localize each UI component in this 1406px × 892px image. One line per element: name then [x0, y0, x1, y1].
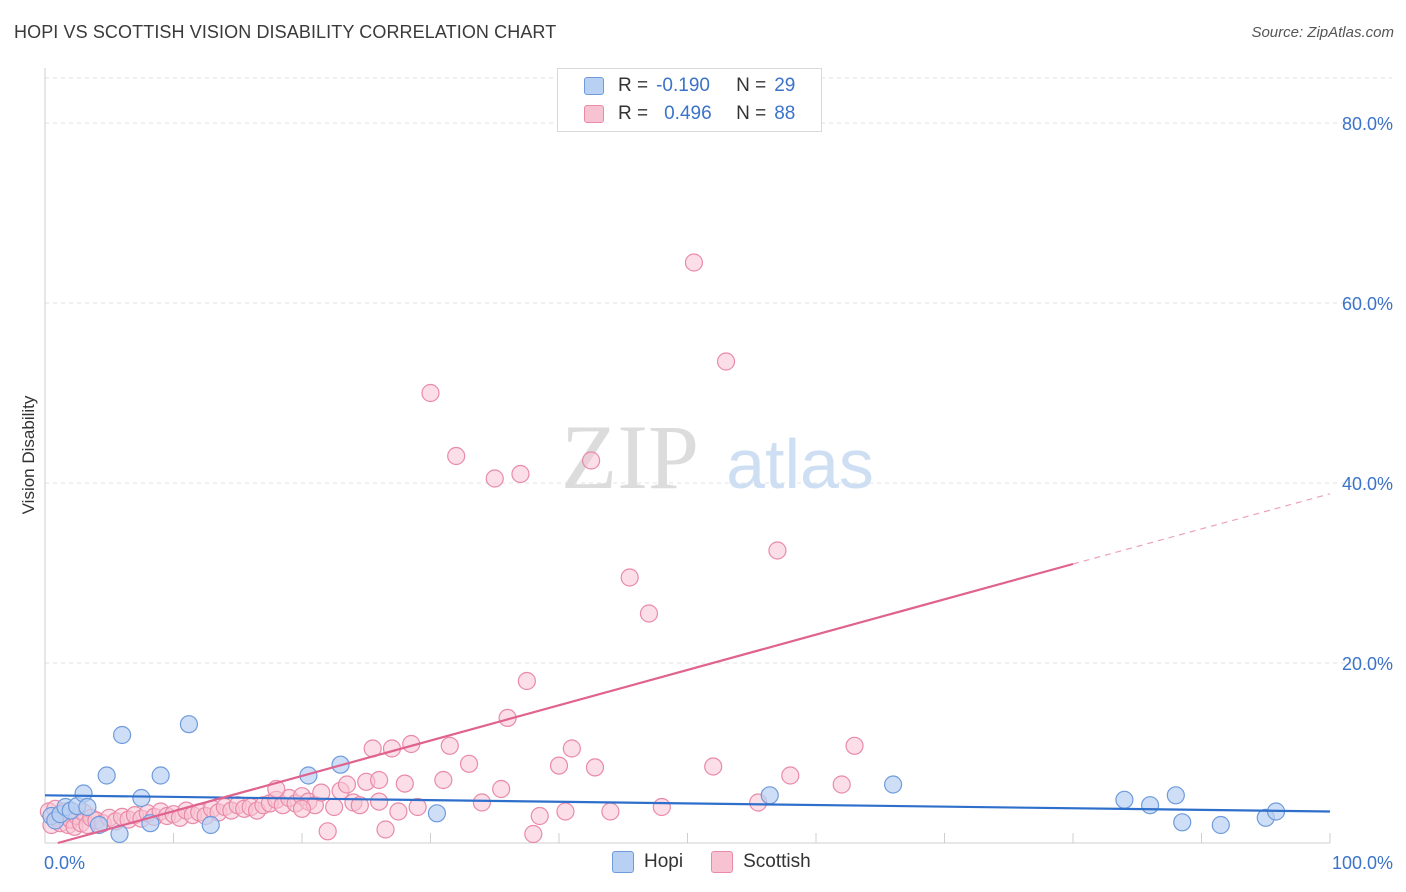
legend-r-value: 0.496 [664, 103, 712, 124]
scottish-point[interactable] [556, 802, 575, 821]
hopi-point[interactable] [427, 804, 447, 823]
hopi-point[interactable] [883, 775, 903, 794]
watermark: ZIP atlas [561, 406, 874, 508]
scottish-swatch [711, 851, 734, 873]
y-tick-label: 80.0% [1342, 114, 1393, 134]
chart-title: HOPI VS SCOTTISH VISION DISABILITY CORRE… [14, 22, 557, 42]
scottish-point[interactable] [585, 758, 605, 777]
legend-r-label: R = [618, 103, 649, 124]
scottish-trend-line [57, 562, 1074, 845]
legend-n-label: N = [736, 103, 767, 124]
axes [44, 68, 1331, 844]
scottish-point[interactable] [582, 451, 601, 470]
scottish-point[interactable] [781, 766, 800, 785]
scottish-point[interactable] [492, 779, 511, 799]
scottish-point[interactable] [845, 736, 864, 755]
scottish-point[interactable] [530, 806, 549, 826]
source-label: Source: ZipAtlas.com [1251, 24, 1394, 41]
scottish-point[interactable] [684, 253, 704, 272]
scottish-point[interactable] [292, 799, 312, 818]
y-tick-label: 40.0% [1342, 474, 1393, 494]
legend-swatch-hopi [584, 77, 604, 95]
scottish-point[interactable] [389, 802, 408, 821]
legend-n-label: N = [736, 75, 767, 96]
hopi-points [42, 715, 1286, 844]
hopi-point[interactable] [179, 715, 199, 734]
hopi-point[interactable] [201, 815, 220, 835]
watermark-zip: ZIP [561, 406, 699, 508]
x-tick-label: 100.0% [1332, 853, 1393, 873]
watermark-atlas: atlas [726, 425, 874, 503]
hopi-point[interactable] [97, 766, 116, 785]
hopi-point[interactable] [1173, 813, 1192, 832]
legend-r-value: -0.190 [656, 75, 710, 96]
scottish-point[interactable] [524, 824, 543, 844]
legend-r-label: R = [618, 75, 649, 96]
legend-swatch-scottish [584, 105, 604, 123]
scottish-point[interactable] [376, 820, 395, 839]
legend-row-scottish: R = 0.496 N = 88 [584, 101, 795, 127]
scottish-point[interactable] [459, 754, 479, 773]
legend-row-hopi: R = -0.190 N = 29 [584, 73, 795, 99]
scottish-point[interactable] [447, 446, 466, 466]
scottish-point[interactable] [421, 383, 440, 403]
hopi-point[interactable] [151, 766, 170, 785]
hopi-trend-line [44, 794, 1331, 813]
trend-lines [44, 493, 1331, 845]
hopi-point[interactable] [112, 725, 132, 745]
hopi-point[interactable] [1211, 815, 1230, 835]
scottish-points [39, 253, 864, 844]
hopi-point[interactable] [132, 788, 151, 808]
scottish-point[interactable] [716, 352, 736, 371]
scottish-point[interactable] [485, 469, 504, 488]
hopi-point[interactable] [89, 815, 109, 835]
legend-n-value: 29 [774, 75, 796, 96]
gridlines [45, 77, 1392, 664]
hopi-point[interactable] [1115, 790, 1134, 809]
scottish-trend-extension [1072, 493, 1331, 565]
series-legend: Hopi Scottish [612, 851, 839, 873]
scottish-point[interactable] [325, 797, 344, 817]
hopi-point[interactable] [1166, 786, 1185, 805]
y-tick-label: 60.0% [1342, 294, 1393, 314]
scottish-point[interactable] [601, 802, 620, 821]
scottish-point[interactable] [408, 797, 427, 817]
scottish-point[interactable] [370, 770, 389, 790]
scottish-point[interactable] [472, 793, 491, 812]
x-tick-label: 0.0% [44, 853, 85, 873]
hopi-legend-label: Hopi [644, 851, 684, 872]
scottish-point[interactable] [350, 796, 369, 815]
scottish-point[interactable] [832, 775, 851, 794]
scottish-point[interactable] [318, 822, 337, 841]
scottish-point[interactable] [549, 756, 569, 775]
scottish-point[interactable] [440, 736, 459, 755]
series-legend-hopi[interactable]: Hopi [612, 851, 683, 873]
scottish-point[interactable] [312, 783, 331, 802]
stats-legend: R = -0.190 N = 29 R = 0.496 N = 88 [557, 68, 822, 132]
scottish-point[interactable] [511, 464, 530, 484]
scottish-point[interactable] [768, 541, 787, 560]
hopi-swatch [612, 851, 634, 873]
y-tick-label: 20.0% [1342, 654, 1393, 674]
scottish-legend-label: Scottish [743, 851, 811, 872]
scottish-point[interactable] [620, 568, 639, 587]
tick-labels: 20.0% 40.0% 60.0% 80.0% 0.0% 100.0% [44, 114, 1393, 873]
scottish-point[interactable] [652, 797, 671, 817]
scottish-point[interactable] [517, 671, 536, 691]
scottish-point[interactable] [704, 757, 723, 776]
scottish-point[interactable] [395, 774, 414, 793]
hopi-point[interactable] [1140, 796, 1160, 815]
hopi-point[interactable] [78, 797, 97, 817]
scottish-point[interactable] [639, 604, 659, 623]
scottish-point[interactable] [562, 739, 581, 758]
scottish-point[interactable] [370, 792, 389, 811]
series-legend-scottish[interactable]: Scottish [711, 851, 811, 873]
scottish-point[interactable] [434, 770, 453, 790]
scottish-point[interactable] [337, 775, 357, 794]
hopi-point[interactable] [760, 786, 779, 805]
y-axis-label: Vision Disability [19, 395, 38, 514]
legend-n-value: 88 [774, 103, 796, 124]
